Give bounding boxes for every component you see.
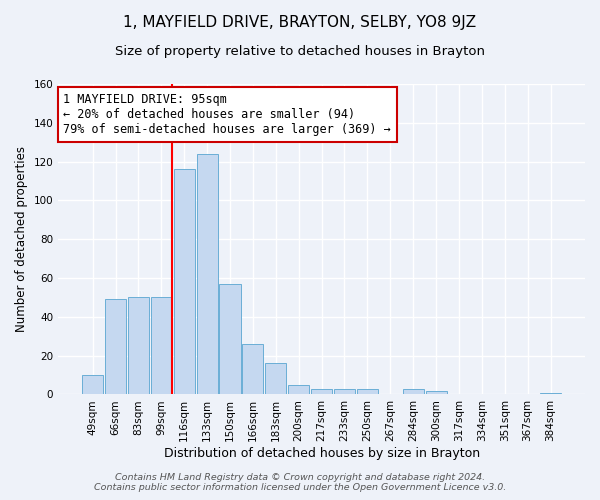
Bar (334, 388, 355, 394)
Bar (242, 344, 263, 395)
Bar (128, 298, 149, 394)
X-axis label: Distribution of detached houses by size in Brayton: Distribution of detached houses by size … (164, 447, 479, 460)
Text: 1 MAYFIELD DRIVE: 95sqm
← 20% of detached houses are smaller (94)
79% of semi-de: 1 MAYFIELD DRIVE: 95sqm ← 20% of detache… (64, 94, 391, 136)
Bar (311, 388, 332, 394)
Bar (105, 300, 126, 394)
Bar (220, 284, 241, 395)
Bar (540, 392, 561, 394)
Bar (197, 154, 218, 394)
Text: 1, MAYFIELD DRIVE, BRAYTON, SELBY, YO8 9JZ: 1, MAYFIELD DRIVE, BRAYTON, SELBY, YO8 9… (124, 15, 476, 30)
Bar (403, 388, 424, 394)
Y-axis label: Number of detached properties: Number of detached properties (15, 146, 28, 332)
Bar (265, 364, 286, 394)
Bar (288, 385, 309, 394)
Bar (425, 390, 446, 394)
Bar (151, 298, 172, 394)
Bar (82, 375, 103, 394)
Bar (357, 388, 378, 394)
Bar (173, 170, 195, 394)
Text: Size of property relative to detached houses in Brayton: Size of property relative to detached ho… (115, 45, 485, 58)
Text: Contains HM Land Registry data © Crown copyright and database right 2024.
Contai: Contains HM Land Registry data © Crown c… (94, 473, 506, 492)
